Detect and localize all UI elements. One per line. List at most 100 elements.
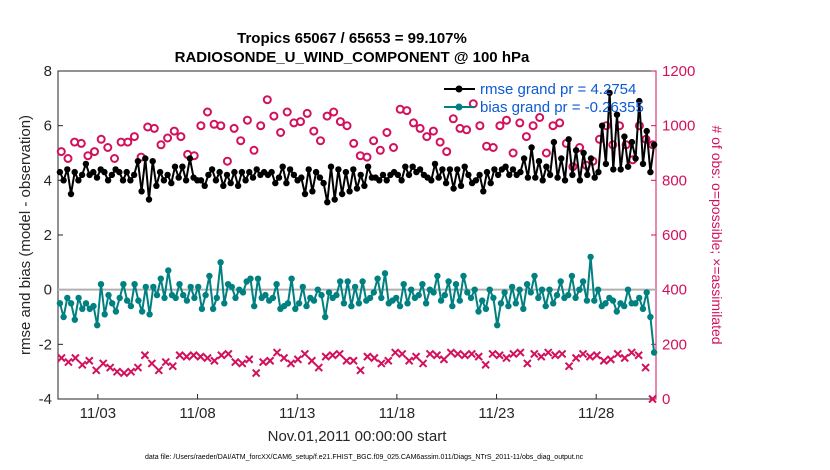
x-tick-label: 11/08: [179, 405, 215, 422]
possible-point: [382, 128, 392, 137]
possible-point: [349, 138, 359, 148]
rmse-point: [357, 171, 364, 179]
assimilated-point: [634, 351, 643, 360]
y-axis-label: rmse and bias (model - observation): [17, 115, 34, 355]
possible-point: [196, 121, 206, 131]
rmse-point: [643, 127, 650, 135]
assimilated-point: [133, 363, 143, 372]
legend-rmse-label: rmse grand pr = 4.2754: [480, 81, 636, 98]
bias-point: [437, 297, 445, 304]
rmse-point: [524, 174, 532, 181]
bias-point: [90, 302, 97, 310]
bias-point: [550, 300, 557, 307]
bias-point: [374, 275, 381, 282]
rmse-point: [127, 177, 134, 184]
possible-point: [282, 107, 292, 117]
bias-point: [490, 294, 497, 302]
left-axis: -4 -2 0 2 4 6 8: [39, 63, 63, 408]
rmse-point: [108, 171, 116, 179]
rmse-point: [487, 179, 494, 187]
rmse-point: [134, 158, 142, 165]
bias-point: [142, 283, 149, 291]
rmse-point: [439, 166, 446, 173]
bias-point: [351, 283, 359, 291]
rmse-point: [149, 158, 156, 165]
y-tick-label: -4: [39, 391, 52, 408]
possible-point: [335, 117, 345, 127]
rmse-point: [298, 174, 305, 181]
rmse-point: [179, 163, 186, 170]
bias-point: [273, 281, 280, 288]
bias-point: [206, 272, 213, 280]
assimilated-point: [460, 351, 469, 360]
bias-point: [475, 308, 482, 315]
bias-point: [337, 278, 344, 285]
bias-point: [97, 281, 105, 288]
bias-point: [318, 291, 325, 299]
bias-point: [505, 302, 512, 310]
bias-point: [647, 313, 654, 321]
rmse-point: [628, 138, 636, 146]
bias-point: [333, 291, 340, 299]
rmse-point: [153, 182, 160, 189]
bias-point: [187, 283, 194, 291]
rmse-point: [227, 179, 234, 187]
rmse-point: [275, 174, 283, 181]
rmse-point: [539, 177, 546, 184]
assimilated-point: [606, 355, 616, 364]
y-axis-right-label: # of obs: o=possible; ×=assimilated: [709, 125, 725, 344]
possible-point: [515, 118, 525, 128]
assimilated-point: [293, 355, 303, 364]
rmse-point: [569, 171, 576, 179]
y-right-tick-label: 200: [662, 336, 687, 353]
rmse-point: [383, 177, 390, 184]
rmse-point: [331, 196, 338, 203]
bias-point: [254, 275, 262, 282]
rmse-point: [286, 166, 294, 173]
possible-point: [229, 123, 239, 133]
assimilated-point: [425, 349, 435, 359]
bias-point: [165, 267, 172, 274]
possible-point: [149, 123, 159, 133]
rmse-point: [90, 168, 97, 176]
rmse-point: [532, 174, 539, 181]
rmse-point: [82, 160, 90, 168]
possible-point: [428, 126, 438, 136]
bias-point: [176, 281, 183, 288]
bias-point: [105, 291, 112, 299]
rmse-point: [554, 174, 561, 181]
assimilated-point: [78, 360, 87, 370]
rmse-point: [584, 171, 591, 179]
assimilated-point: [112, 367, 122, 376]
possible-point: [342, 121, 352, 131]
possible-point: [203, 107, 212, 117]
bias-point: [172, 294, 179, 302]
rmse-point: [290, 171, 298, 179]
bias-point: [288, 275, 295, 282]
y-right-tick-label: 400: [662, 282, 687, 299]
bias-point: [202, 291, 209, 299]
assimilated-point: [578, 349, 588, 359]
bias-point: [639, 305, 647, 312]
rmse-point: [361, 182, 368, 189]
assimilated-point: [411, 352, 421, 361]
rmse-point: [197, 177, 205, 184]
rmse-point: [480, 188, 487, 195]
bias-point: [408, 286, 415, 293]
bias-point: [583, 297, 591, 304]
assimilated-point: [335, 349, 344, 359]
possible-point: [448, 114, 458, 124]
possible-point: [296, 117, 305, 127]
rmse-point: [305, 166, 312, 173]
assimilated-point: [286, 359, 296, 368]
bias-point: [94, 322, 101, 329]
bias-point: [400, 281, 407, 288]
bias-point: [486, 286, 493, 293]
rmse-point: [123, 168, 130, 176]
bias-point: [535, 294, 542, 302]
rmse-point: [56, 168, 64, 176]
rmse-point: [71, 168, 78, 176]
rmse-point: [186, 155, 194, 162]
bias-point: [621, 302, 628, 310]
